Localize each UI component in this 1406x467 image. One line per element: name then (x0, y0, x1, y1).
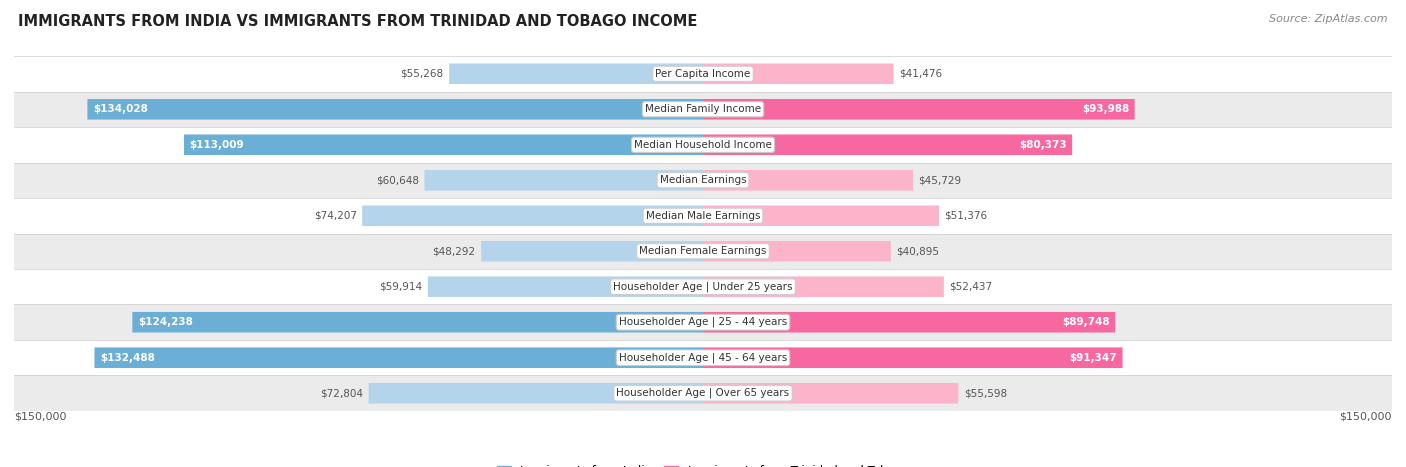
FancyBboxPatch shape (703, 241, 891, 262)
Text: $113,009: $113,009 (190, 140, 245, 150)
FancyBboxPatch shape (703, 347, 1122, 368)
FancyBboxPatch shape (703, 312, 1115, 333)
Text: $52,437: $52,437 (949, 282, 993, 292)
Text: $40,895: $40,895 (897, 246, 939, 256)
Bar (14, 375, 1392, 411)
Bar (14, 163, 1392, 198)
Text: $48,292: $48,292 (433, 246, 475, 256)
Text: Householder Age | 25 - 44 years: Householder Age | 25 - 44 years (619, 317, 787, 327)
Bar (14, 56, 1392, 92)
FancyBboxPatch shape (184, 134, 703, 155)
Text: $124,238: $124,238 (138, 317, 193, 327)
Bar (14, 304, 1392, 340)
Text: $74,207: $74,207 (314, 211, 357, 221)
Text: Householder Age | Over 65 years: Householder Age | Over 65 years (616, 388, 790, 398)
FancyBboxPatch shape (132, 312, 703, 333)
Bar (14, 234, 1392, 269)
Bar (14, 92, 1392, 127)
FancyBboxPatch shape (703, 383, 959, 403)
Text: $150,000: $150,000 (14, 412, 66, 422)
FancyBboxPatch shape (427, 276, 703, 297)
Text: $134,028: $134,028 (93, 104, 148, 114)
FancyBboxPatch shape (94, 347, 703, 368)
Text: $55,598: $55,598 (965, 388, 1007, 398)
Text: Householder Age | Under 25 years: Householder Age | Under 25 years (613, 282, 793, 292)
Bar (14, 269, 1392, 304)
Bar (14, 340, 1392, 375)
Text: Source: ZipAtlas.com: Source: ZipAtlas.com (1270, 14, 1388, 24)
FancyBboxPatch shape (703, 99, 1135, 120)
FancyBboxPatch shape (703, 170, 912, 191)
FancyBboxPatch shape (703, 64, 893, 84)
Text: Householder Age | 45 - 64 years: Householder Age | 45 - 64 years (619, 353, 787, 363)
FancyBboxPatch shape (703, 134, 1073, 155)
FancyBboxPatch shape (368, 383, 703, 403)
FancyBboxPatch shape (481, 241, 703, 262)
FancyBboxPatch shape (363, 205, 703, 226)
FancyBboxPatch shape (703, 205, 939, 226)
Text: $80,373: $80,373 (1019, 140, 1067, 150)
Text: $60,648: $60,648 (375, 175, 419, 185)
FancyBboxPatch shape (425, 170, 703, 191)
Text: $55,268: $55,268 (401, 69, 444, 79)
Text: Median Household Income: Median Household Income (634, 140, 772, 150)
Text: $91,347: $91,347 (1070, 353, 1116, 363)
Bar (14, 198, 1392, 234)
Text: Median Female Earnings: Median Female Earnings (640, 246, 766, 256)
Text: $89,748: $89,748 (1062, 317, 1109, 327)
Text: Median Family Income: Median Family Income (645, 104, 761, 114)
Text: $51,376: $51,376 (945, 211, 987, 221)
Text: $41,476: $41,476 (898, 69, 942, 79)
Text: $45,729: $45,729 (918, 175, 962, 185)
Text: Per Capita Income: Per Capita Income (655, 69, 751, 79)
Text: IMMIGRANTS FROM INDIA VS IMMIGRANTS FROM TRINIDAD AND TOBAGO INCOME: IMMIGRANTS FROM INDIA VS IMMIGRANTS FROM… (18, 14, 697, 29)
FancyBboxPatch shape (449, 64, 703, 84)
Legend: Immigrants from India, Immigrants from Trinidad and Tobago: Immigrants from India, Immigrants from T… (492, 460, 914, 467)
Text: $93,988: $93,988 (1083, 104, 1129, 114)
Text: Median Earnings: Median Earnings (659, 175, 747, 185)
Text: Median Male Earnings: Median Male Earnings (645, 211, 761, 221)
FancyBboxPatch shape (87, 99, 703, 120)
Text: $132,488: $132,488 (100, 353, 155, 363)
Text: $59,914: $59,914 (380, 282, 422, 292)
Text: $72,804: $72,804 (321, 388, 363, 398)
Text: $150,000: $150,000 (1340, 412, 1392, 422)
FancyBboxPatch shape (703, 276, 943, 297)
Bar (14, 127, 1392, 163)
